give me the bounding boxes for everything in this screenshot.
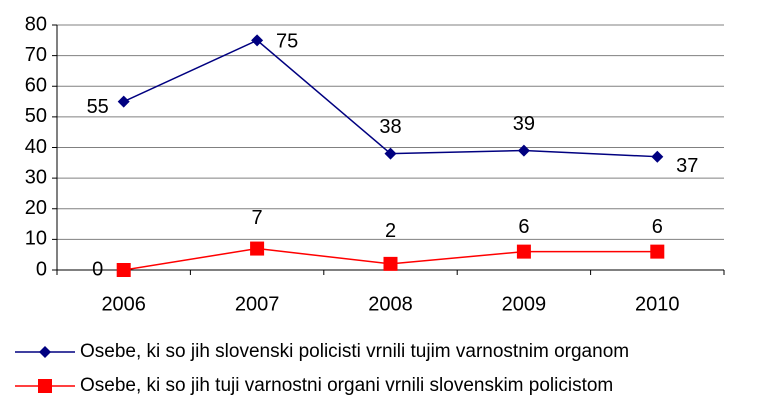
series-line bbox=[123, 39, 658, 158]
marker bbox=[383, 256, 398, 271]
marker bbox=[250, 241, 265, 256]
y-tick-label: 40 bbox=[25, 136, 47, 158]
x-tick-label: 2006 bbox=[101, 293, 146, 315]
y-tick-label: 20 bbox=[25, 197, 47, 219]
marker bbox=[651, 150, 664, 163]
data-label: 38 bbox=[379, 116, 401, 138]
data-label: 7 bbox=[252, 207, 263, 229]
marker bbox=[384, 147, 397, 160]
marker bbox=[517, 144, 530, 157]
data-label: 6 bbox=[652, 216, 663, 238]
marker bbox=[39, 346, 51, 358]
data-label: 37 bbox=[676, 155, 698, 177]
legend-label: Osebe, ki so jih slovenski policisti vrn… bbox=[80, 341, 629, 362]
marker bbox=[117, 95, 130, 108]
x-tick-label: 2010 bbox=[635, 293, 680, 315]
data-label: 2 bbox=[385, 220, 396, 242]
data-label: 6 bbox=[518, 216, 529, 238]
data-label: 0 bbox=[92, 258, 103, 280]
y-tick-label: 30 bbox=[25, 166, 47, 188]
y-tick-label: 70 bbox=[25, 44, 47, 66]
x-tick-label: 2009 bbox=[502, 293, 547, 315]
x-tick-label: 2007 bbox=[235, 293, 280, 315]
data-label: 55 bbox=[87, 96, 109, 118]
marker bbox=[251, 34, 264, 47]
data-label: 39 bbox=[513, 113, 535, 135]
y-tick-label: 60 bbox=[25, 75, 47, 97]
marker bbox=[38, 379, 52, 393]
marker bbox=[116, 263, 131, 277]
y-tick-label: 80 bbox=[25, 13, 47, 35]
x-tick-label: 2008 bbox=[368, 293, 413, 315]
y-tick-label: 10 bbox=[25, 228, 47, 250]
legend-label: Osebe, ki so jih tuji varnostni organi v… bbox=[80, 375, 613, 396]
y-tick-label: 50 bbox=[25, 105, 47, 127]
y-tick-label: 0 bbox=[36, 258, 47, 280]
marker bbox=[650, 244, 665, 259]
data-label: 75 bbox=[276, 31, 298, 53]
marker bbox=[516, 244, 531, 259]
